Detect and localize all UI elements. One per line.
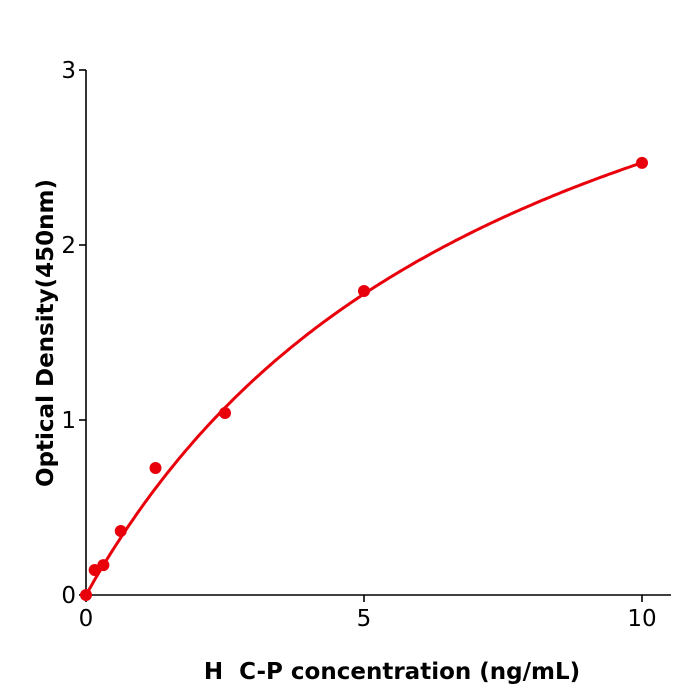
axes: 0 5 10 0 1 2 3 bbox=[61, 58, 671, 632]
data-point bbox=[80, 589, 92, 601]
data-point bbox=[636, 156, 648, 169]
data-point bbox=[149, 461, 162, 474]
x-tick-label: 5 bbox=[357, 606, 372, 632]
y-tick-label: 0 bbox=[61, 583, 76, 609]
data-points bbox=[80, 156, 648, 601]
data-point bbox=[97, 559, 110, 572]
y-tick-label: 1 bbox=[61, 408, 76, 434]
y-axis-label: Optical Density(450nm) bbox=[33, 179, 59, 487]
y-tick-label: 2 bbox=[61, 233, 76, 259]
data-point bbox=[358, 285, 370, 298]
x-tick-label: 0 bbox=[79, 606, 94, 632]
y-tick-label: 3 bbox=[61, 58, 76, 84]
fit-curve bbox=[84, 161, 643, 596]
x-tick-label: 10 bbox=[627, 606, 656, 632]
data-point bbox=[88, 563, 101, 576]
x-axis-label: H C-P concentration (ng/mL) bbox=[204, 659, 580, 685]
data-point bbox=[114, 524, 127, 537]
data-point bbox=[219, 407, 231, 419]
